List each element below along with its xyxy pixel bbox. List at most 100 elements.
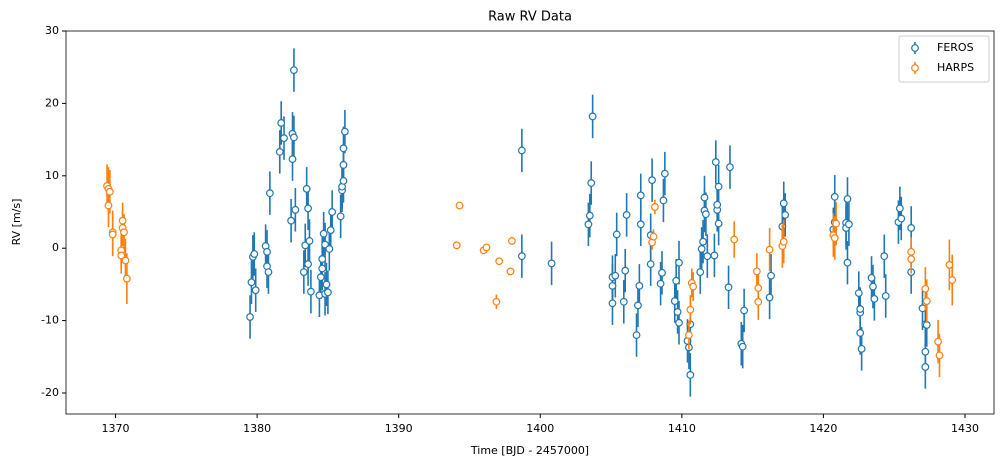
marker [340, 127, 349, 136]
marker [856, 305, 865, 313]
marker [517, 252, 526, 261]
marker [585, 211, 594, 220]
marker [632, 331, 641, 339]
marker [714, 219, 723, 228]
marker [299, 268, 308, 276]
marker [921, 363, 930, 371]
y-tick-label: 20 [45, 96, 59, 109]
marker [660, 169, 669, 178]
marker [754, 284, 763, 292]
marker [622, 210, 631, 219]
marker [648, 176, 657, 185]
marker [621, 266, 630, 275]
y-tick-label: 30 [45, 24, 59, 37]
marker [265, 189, 274, 198]
x-tick-label: 1370 [102, 422, 130, 435]
marker [304, 204, 312, 213]
legend-label: HARPS [937, 61, 974, 74]
marker [508, 237, 516, 245]
marker [105, 187, 114, 196]
marker [730, 235, 739, 244]
marker [697, 245, 706, 253]
marker [870, 294, 879, 303]
x-tick-label: 1390 [385, 422, 413, 435]
legend-label: FEROS [937, 41, 974, 54]
marker [765, 245, 774, 254]
marker [328, 208, 337, 216]
marker [291, 205, 300, 214]
marker [250, 250, 259, 258]
x-axis-label: Time [BJD - 2457000] [470, 444, 589, 457]
marker [830, 192, 839, 201]
marker [336, 212, 345, 221]
marker [120, 228, 128, 237]
marker [713, 200, 722, 209]
marker [907, 224, 916, 232]
marker [832, 219, 841, 228]
marker [339, 144, 348, 153]
marker [455, 201, 464, 210]
marker [752, 267, 761, 276]
marker [922, 297, 931, 305]
x-tick-label: 1420 [809, 422, 837, 435]
marker [635, 281, 644, 290]
marker [672, 276, 681, 285]
marker [880, 252, 889, 261]
marker [104, 201, 113, 210]
marker [685, 331, 693, 339]
marker [945, 260, 954, 269]
marker [277, 119, 286, 127]
marker [547, 259, 556, 268]
plot-frame [65, 30, 995, 415]
marker [318, 264, 327, 273]
marker [122, 274, 131, 283]
marker [325, 245, 334, 253]
marker [670, 297, 679, 305]
marker [854, 289, 863, 297]
marker [287, 216, 295, 225]
marker [702, 210, 710, 219]
marker [584, 220, 593, 229]
legend-box [898, 35, 990, 83]
chart-title: Raw RV Data [488, 10, 572, 25]
marker [714, 182, 723, 191]
marker [608, 281, 617, 290]
marker [724, 283, 733, 292]
marker [843, 195, 852, 203]
marker [646, 260, 655, 269]
marker [619, 297, 628, 306]
marker [738, 342, 747, 351]
marker [121, 256, 130, 265]
marker [506, 267, 515, 276]
marker [700, 193, 709, 202]
marker [897, 214, 906, 223]
marker [608, 299, 617, 308]
marker [307, 287, 315, 296]
marker [921, 284, 930, 293]
marker [726, 163, 734, 172]
marker [322, 280, 331, 289]
y-tick-label: 0 [52, 241, 59, 254]
x-tick-label: 1430 [951, 422, 979, 435]
marker [634, 301, 642, 310]
marker [781, 210, 790, 219]
marker [767, 271, 775, 280]
legend-marker [911, 64, 919, 72]
y-axis-label: RV [m/s] [10, 199, 23, 246]
marker [339, 161, 348, 169]
marker [686, 305, 695, 314]
marker [649, 232, 658, 241]
marker [339, 176, 348, 185]
marker [318, 255, 327, 263]
marker [611, 271, 620, 280]
marker [867, 273, 876, 282]
marker [304, 260, 312, 269]
marker [319, 229, 328, 238]
marker [754, 297, 763, 306]
marker [686, 371, 695, 379]
marker [779, 199, 788, 208]
marker [659, 196, 668, 205]
